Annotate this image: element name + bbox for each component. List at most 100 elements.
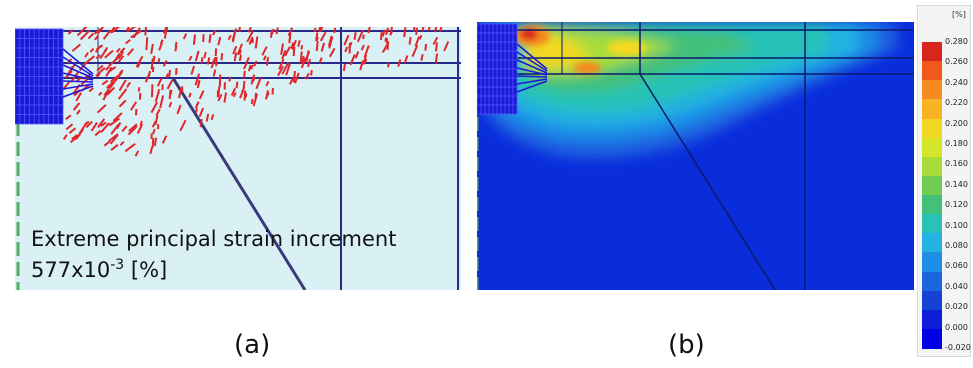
strain-mark bbox=[84, 52, 89, 58]
strain-contour-plot bbox=[477, 22, 914, 290]
mesh-fan-line bbox=[62, 85, 94, 98]
strain-mark bbox=[153, 137, 157, 147]
strain-mark bbox=[85, 120, 93, 129]
strain-contour-panel bbox=[477, 22, 914, 290]
strain-mark bbox=[292, 47, 296, 57]
legend-swatch bbox=[922, 195, 942, 215]
strain-mark bbox=[284, 46, 291, 57]
strain-mark bbox=[300, 57, 307, 69]
strain-mark bbox=[210, 114, 215, 121]
mesh-fan-line bbox=[516, 80, 548, 93]
strain-mark bbox=[381, 41, 390, 53]
contour-peak bbox=[514, 26, 647, 74]
strain-mark bbox=[217, 93, 223, 102]
strain-mark bbox=[100, 121, 107, 127]
legend-swatch bbox=[922, 156, 942, 177]
strain-mark bbox=[150, 58, 154, 70]
color-legend: [%] 0.280 0.260 0.240 0.220 0.200 0.180 0.160 0… bbox=[917, 5, 971, 357]
strain-mark bbox=[212, 69, 217, 77]
strain-mark bbox=[415, 27, 418, 35]
strain-mark bbox=[136, 123, 144, 134]
strain-mark bbox=[99, 67, 106, 74]
strain-mark bbox=[361, 60, 365, 66]
strain-mark bbox=[384, 37, 388, 42]
strain-mark bbox=[79, 29, 91, 41]
mesh-fan-line bbox=[516, 78, 548, 85]
legend-swatch bbox=[922, 137, 942, 158]
legend-tick-label: 0.000 bbox=[945, 322, 968, 332]
strain-mark bbox=[297, 40, 301, 47]
strain-mark bbox=[95, 54, 101, 60]
strain-mark bbox=[327, 35, 333, 47]
strain-mark bbox=[152, 128, 156, 135]
mesh-fan-line bbox=[516, 75, 548, 78]
strain-label-line2: 577x10-3 [%] bbox=[31, 253, 167, 283]
strain-mark bbox=[389, 30, 393, 36]
strain-mark bbox=[287, 27, 294, 37]
strain-mark bbox=[156, 78, 163, 87]
strain-mark bbox=[288, 77, 294, 85]
strain-mark bbox=[87, 32, 95, 40]
legend-swatch bbox=[922, 118, 942, 139]
strain-mark bbox=[243, 57, 250, 70]
strain-mark bbox=[427, 24, 431, 32]
strain-mark bbox=[344, 46, 349, 53]
mesh-fan-line bbox=[62, 80, 94, 83]
slope-line bbox=[639, 73, 776, 290]
strain-mark bbox=[145, 37, 149, 50]
strain-mark bbox=[203, 51, 207, 59]
strain-mark bbox=[72, 105, 78, 111]
legend-swatch bbox=[922, 214, 942, 234]
strain-mark bbox=[243, 70, 246, 79]
strain-mark bbox=[278, 58, 285, 70]
strain-mark bbox=[270, 28, 275, 35]
strain-mark bbox=[67, 29, 74, 35]
legend-tick-label: 0.120 bbox=[945, 200, 968, 210]
strain-mark bbox=[115, 122, 122, 130]
legend-tick-label: 0.080 bbox=[945, 241, 968, 250]
strain-mark bbox=[149, 146, 154, 155]
strain-mark bbox=[152, 55, 156, 64]
strain-mark bbox=[118, 99, 127, 108]
strain-mark bbox=[161, 135, 168, 144]
strain-mark bbox=[230, 87, 237, 96]
strain-mark bbox=[434, 53, 439, 64]
strain-mark bbox=[65, 123, 74, 131]
strain-mark bbox=[188, 55, 193, 62]
strain-mark bbox=[76, 109, 81, 115]
strain-mark bbox=[217, 86, 221, 97]
strain-value: 577x10 bbox=[31, 258, 111, 282]
legend-tick-label: 0.240 bbox=[945, 77, 968, 87]
strain-mark bbox=[121, 125, 128, 133]
strain-mark bbox=[71, 134, 78, 140]
strain-mark bbox=[176, 104, 182, 115]
strain-mark bbox=[162, 60, 168, 67]
strain-mark bbox=[251, 38, 255, 44]
strain-mark bbox=[265, 92, 270, 99]
strain-mark bbox=[137, 87, 141, 92]
strain-mark bbox=[252, 93, 259, 107]
legend-swatch bbox=[922, 271, 942, 292]
strain-mark bbox=[150, 101, 159, 114]
strain-mark bbox=[277, 65, 285, 77]
strain-mark bbox=[356, 29, 364, 43]
strain-mark bbox=[65, 114, 72, 120]
strain-mark bbox=[247, 64, 252, 72]
contour-bands bbox=[477, 22, 897, 160]
strain-mark bbox=[182, 33, 188, 40]
strain-unit: [%] bbox=[124, 258, 168, 282]
strain-mark bbox=[403, 27, 407, 38]
strain-mark bbox=[198, 107, 205, 117]
strain-mark bbox=[292, 70, 296, 83]
legend-tick-label: 0.020 bbox=[945, 302, 968, 312]
strain-mark bbox=[318, 57, 323, 64]
strain-mark bbox=[238, 54, 243, 62]
strain-mark bbox=[413, 21, 416, 32]
legend-tick-label: 0.280 bbox=[945, 37, 968, 46]
strain-mark bbox=[315, 40, 319, 52]
pile-mesh bbox=[477, 23, 548, 115]
strain-mark bbox=[95, 44, 104, 51]
legend-tick-label: 0.260 bbox=[945, 57, 968, 67]
legend-swatch bbox=[922, 80, 942, 100]
strain-mark bbox=[385, 27, 390, 36]
